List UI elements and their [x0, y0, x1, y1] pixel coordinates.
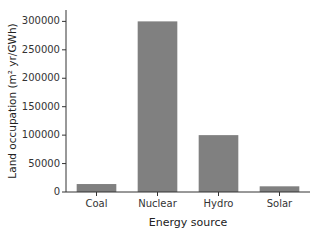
y-tick-label: 0: [54, 186, 60, 197]
x-axis-line: [66, 192, 310, 193]
y-tick: [62, 21, 66, 22]
x-tick: [279, 192, 280, 196]
x-axis-label: Energy source: [149, 216, 228, 229]
chart-svg: 0 50000 100000 150000 200000 250000 300000 Coal…: [0, 0, 320, 234]
y-tick-label: 150000: [22, 101, 60, 112]
x-tick: [96, 192, 97, 196]
y-tick: [62, 106, 66, 107]
bars: [77, 21, 300, 192]
y-tick: [62, 78, 66, 79]
y-axis-label: Land occupation (m² yr/GWh): [6, 23, 18, 178]
y-tick-label: 50000: [28, 158, 60, 169]
x-tick-label: Nuclear: [138, 198, 177, 209]
y-tick: [62, 192, 66, 193]
y-tick-label: 100000: [22, 129, 60, 140]
y-tick-label: 300000: [22, 15, 60, 26]
x-tick: [218, 192, 219, 196]
bar: [260, 186, 300, 192]
bar: [77, 184, 117, 192]
x-tick-label: Coal: [85, 198, 107, 209]
x-tick-label: Hydro: [204, 198, 234, 209]
bar: [199, 135, 239, 192]
y-tick-label: 250000: [22, 44, 60, 55]
page: {"chart_data": {"type": "bar", "categori…: [0, 0, 320, 234]
y-axis-line: [66, 10, 67, 192]
y-tick-label: 200000: [22, 72, 60, 83]
chart-container: 0 50000 100000 150000 200000 250000 300000 Coal…: [0, 0, 320, 234]
y-tick: [62, 135, 66, 136]
bar: [138, 21, 178, 192]
y-tick: [62, 163, 66, 164]
y-tick: [62, 49, 66, 50]
x-tick: [157, 192, 158, 196]
x-tick-label: Solar: [267, 198, 293, 209]
